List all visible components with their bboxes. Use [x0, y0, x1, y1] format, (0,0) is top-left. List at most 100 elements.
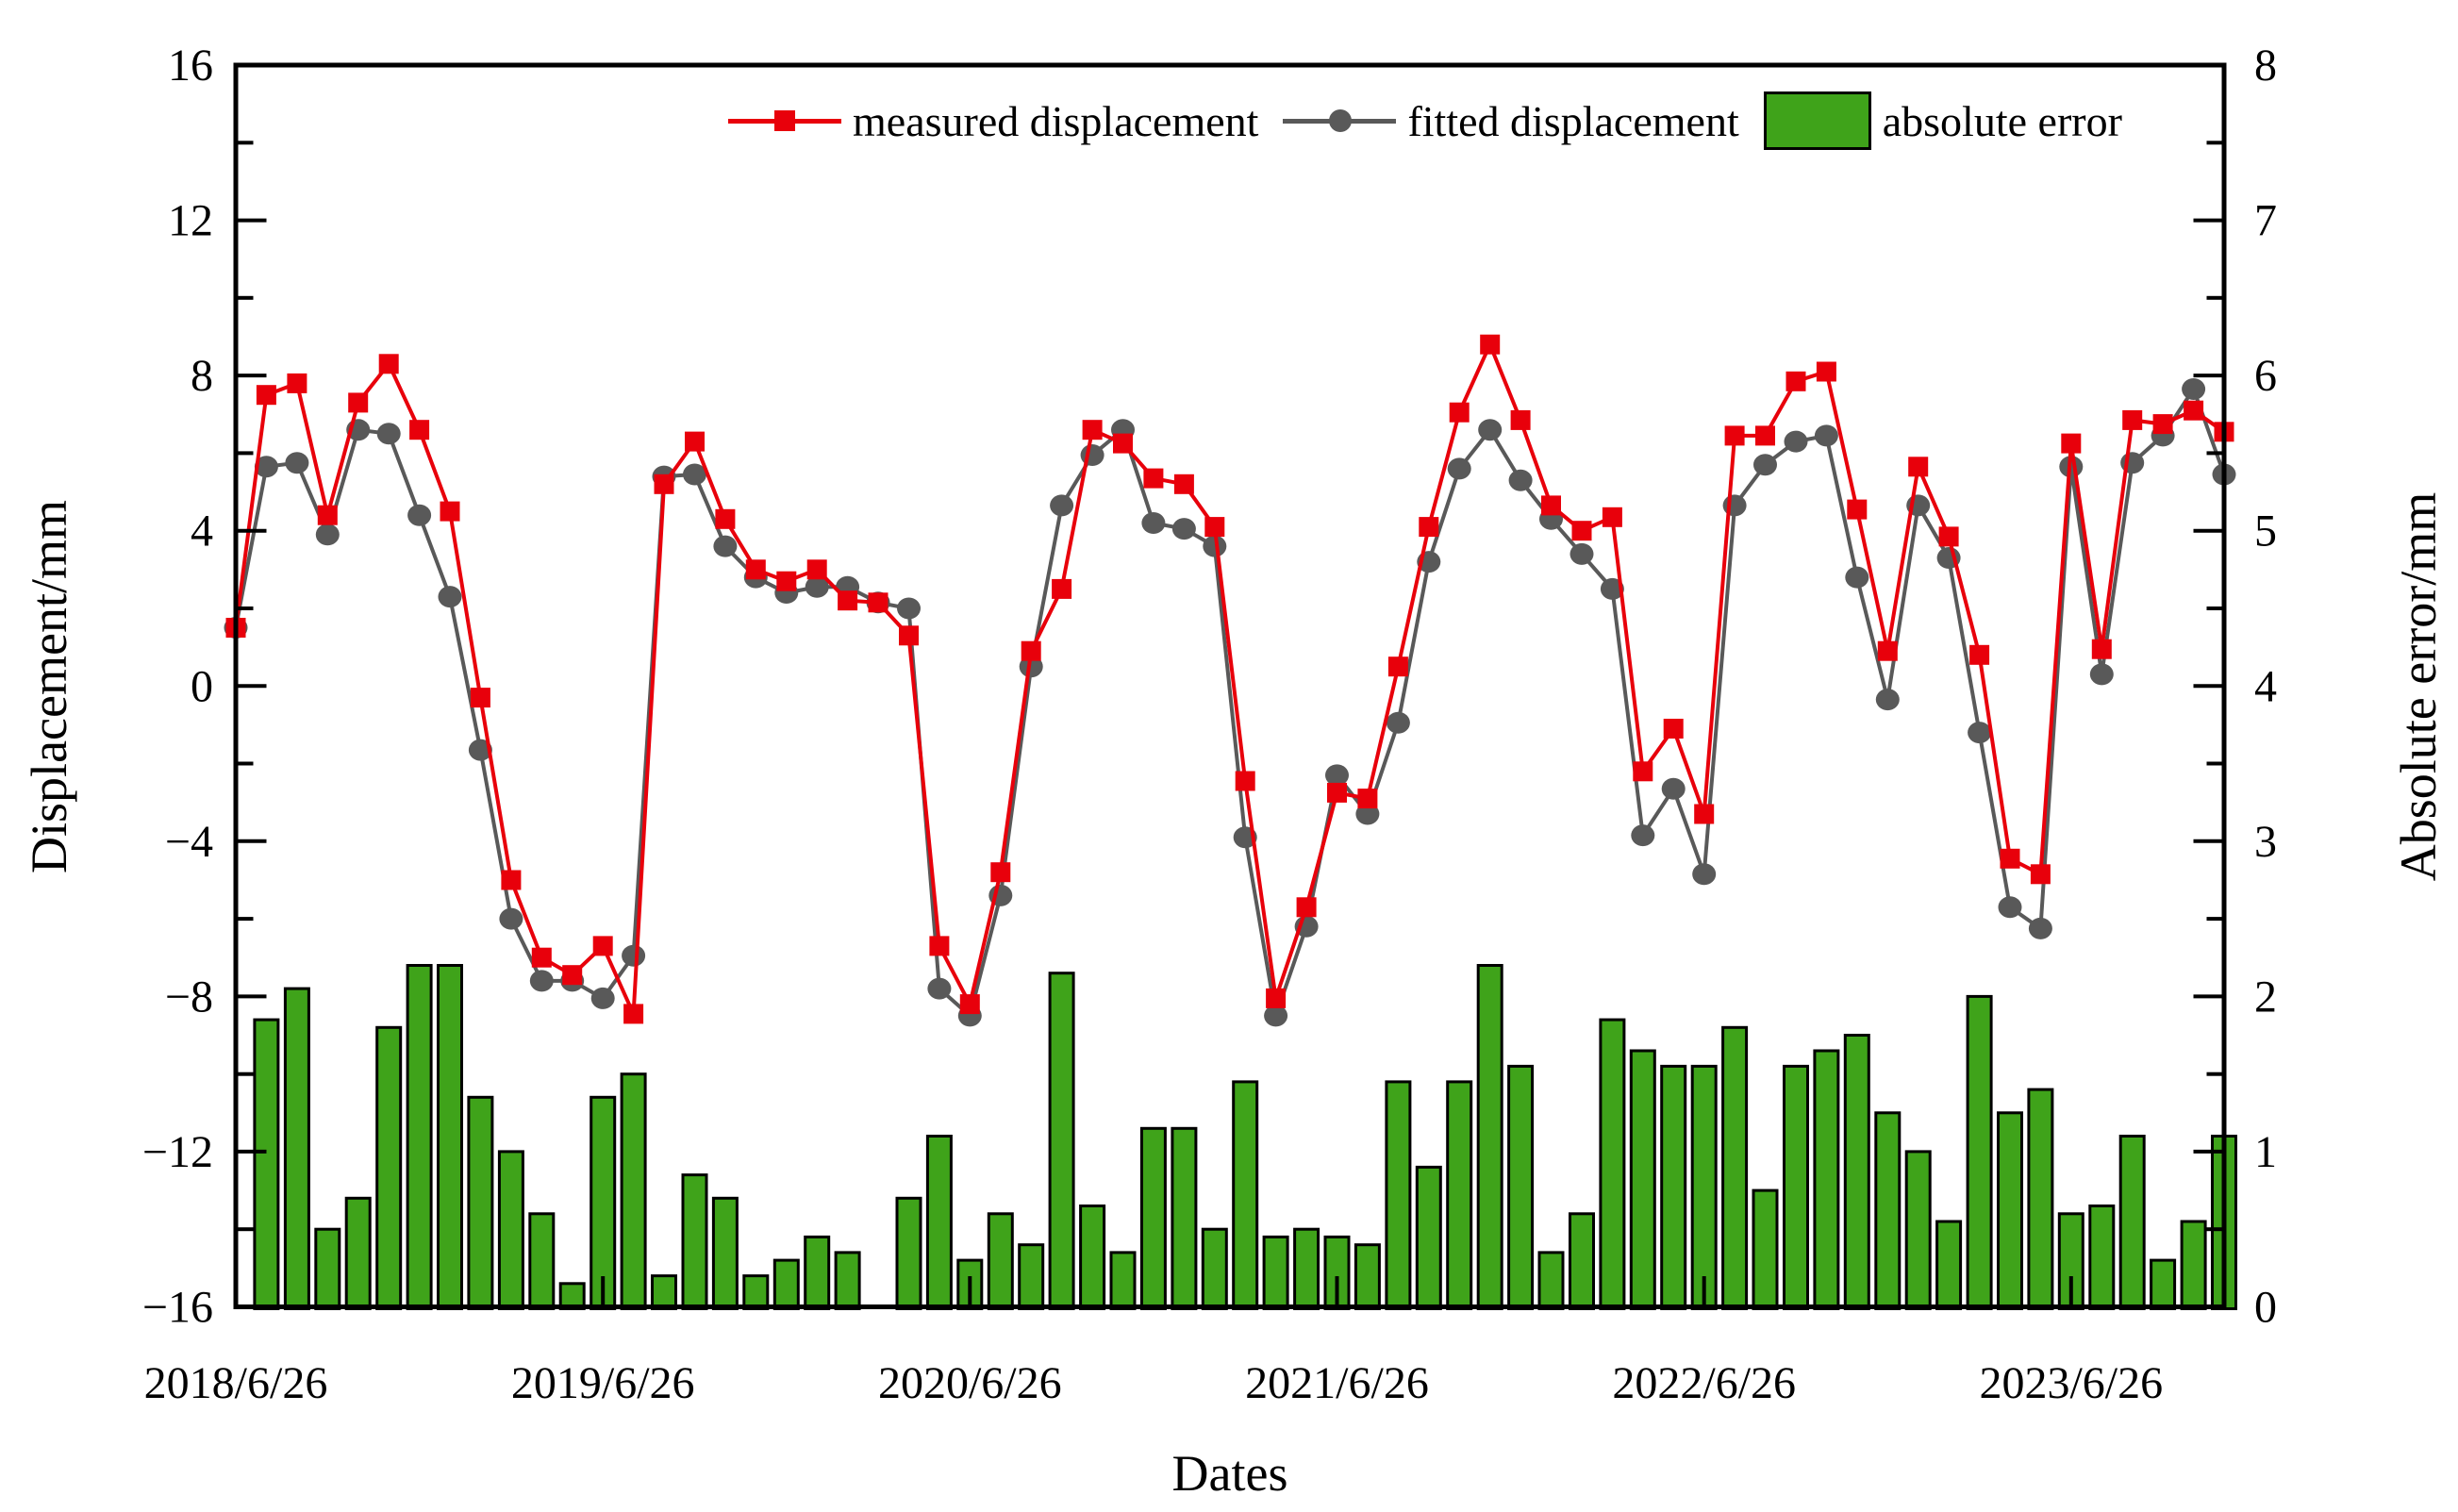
measured-point	[501, 870, 522, 890]
error-swatch-icon	[1763, 91, 1871, 150]
plot-frame	[233, 62, 2227, 1309]
error-bar	[1171, 1126, 1198, 1311]
measured-point	[1510, 409, 1531, 430]
measured-marker-icon	[774, 109, 795, 131]
error-bar	[834, 1251, 861, 1311]
fitted-point	[590, 987, 615, 1009]
measured-point	[1173, 474, 1194, 494]
error-bar	[1843, 1034, 1870, 1310]
fitted-line-icon	[1283, 108, 1397, 132]
measured-point	[990, 862, 1011, 883]
right-tick-label: 1	[2254, 1127, 2277, 1177]
measured-point	[715, 508, 736, 529]
fitted-point	[376, 423, 401, 445]
fitted-point	[1784, 430, 1808, 453]
fitted-point	[254, 456, 278, 478]
legend-label-error: absolute error	[1882, 96, 2122, 145]
fitted-point	[499, 907, 523, 930]
measured-point	[623, 1004, 644, 1024]
measured-point	[287, 373, 307, 393]
measured-point	[1633, 761, 1653, 782]
legend-label-measured: measured displacement	[853, 96, 1259, 145]
measured-point	[745, 559, 766, 580]
error-bar	[681, 1173, 708, 1310]
error-bar	[895, 1196, 922, 1311]
measured-point	[654, 474, 674, 494]
measured-point	[1571, 521, 1592, 541]
error-bars	[253, 964, 2237, 1311]
legend-item-fitted: fitted displacement	[1283, 96, 1739, 146]
left-tick-label: 12	[168, 196, 213, 246]
measured-point	[1755, 425, 1775, 446]
left-tick-label: 16	[168, 41, 213, 91]
error-bar	[1018, 1243, 1045, 1310]
fitted-point	[438, 586, 462, 608]
error-bar	[620, 1072, 647, 1310]
right-tick-label: 8	[2254, 41, 2277, 91]
measured-point	[806, 559, 827, 580]
error-bar	[1752, 1188, 1779, 1310]
measured-point	[1357, 789, 1378, 809]
measured-point	[1785, 371, 1806, 391]
measured-point	[959, 994, 980, 1015]
fitted-point	[897, 597, 921, 620]
right-axis-title: Absolute error/mm	[2390, 491, 2447, 882]
legend: measured displacement fitted displacemen…	[728, 91, 2122, 151]
measured-point	[776, 571, 797, 591]
fitted-point	[1141, 512, 1166, 534]
fitted-point	[1814, 424, 1838, 447]
measured-point	[470, 688, 490, 708]
measured-point	[440, 501, 460, 522]
error-bar	[1507, 1064, 1535, 1311]
fitted-point	[1600, 577, 1624, 600]
left-tick-label: −12	[142, 1127, 213, 1177]
measured-point	[2091, 639, 2112, 659]
error-bar	[314, 1227, 341, 1310]
x-axis	[234, 1276, 2073, 1304]
measured-point	[1969, 644, 1990, 665]
left-tick-label: −16	[142, 1283, 213, 1333]
fitted-point	[1478, 419, 1503, 441]
fitted-series	[224, 378, 2236, 1027]
measured-point	[409, 420, 430, 440]
error-bar	[1966, 994, 1993, 1311]
measured-point	[1052, 578, 1072, 599]
error-bar	[1721, 1025, 1749, 1311]
fitted-point	[407, 504, 432, 526]
error-bar	[1874, 1111, 1902, 1311]
fitted-point	[1722, 494, 1747, 517]
fitted-point	[1631, 824, 1655, 847]
error-bar	[1415, 1165, 1442, 1311]
fitted-point	[1692, 863, 1717, 886]
right-axis	[2193, 63, 2222, 1309]
error-bar	[497, 1150, 524, 1311]
measured-point	[1480, 334, 1501, 355]
right-tick-label: 4	[2254, 661, 2277, 711]
fitted-marker-icon	[1329, 108, 1353, 132]
fitted-point	[1508, 469, 1533, 491]
fitted-point	[1171, 518, 1196, 540]
fitted-point	[1845, 566, 1869, 589]
measured-point	[2030, 864, 2051, 885]
error-bar	[1569, 1212, 1595, 1311]
error-bar	[1446, 1080, 1473, 1311]
measured-point	[1724, 425, 1745, 446]
left-axis-title: Displacement/mm	[21, 500, 77, 873]
error-bar	[253, 1018, 280, 1310]
measured-point	[378, 354, 399, 374]
error-bar	[1904, 1150, 1932, 1311]
error-bar	[1048, 972, 1075, 1310]
fitted-point	[468, 739, 492, 761]
error-bar	[2150, 1258, 2177, 1310]
measured-point	[685, 431, 705, 452]
measured-point	[2184, 400, 2204, 421]
error-bar	[1476, 964, 1503, 1310]
error-bar	[1232, 1080, 1259, 1311]
measured-point	[1204, 517, 1225, 538]
fitted-point	[1050, 494, 1074, 517]
fitted-point	[315, 523, 340, 546]
measured-point	[1296, 897, 1317, 918]
error-bar	[2118, 1135, 2146, 1310]
legend-label-fitted: fitted displacement	[1407, 96, 1739, 145]
error-bar	[406, 964, 433, 1310]
